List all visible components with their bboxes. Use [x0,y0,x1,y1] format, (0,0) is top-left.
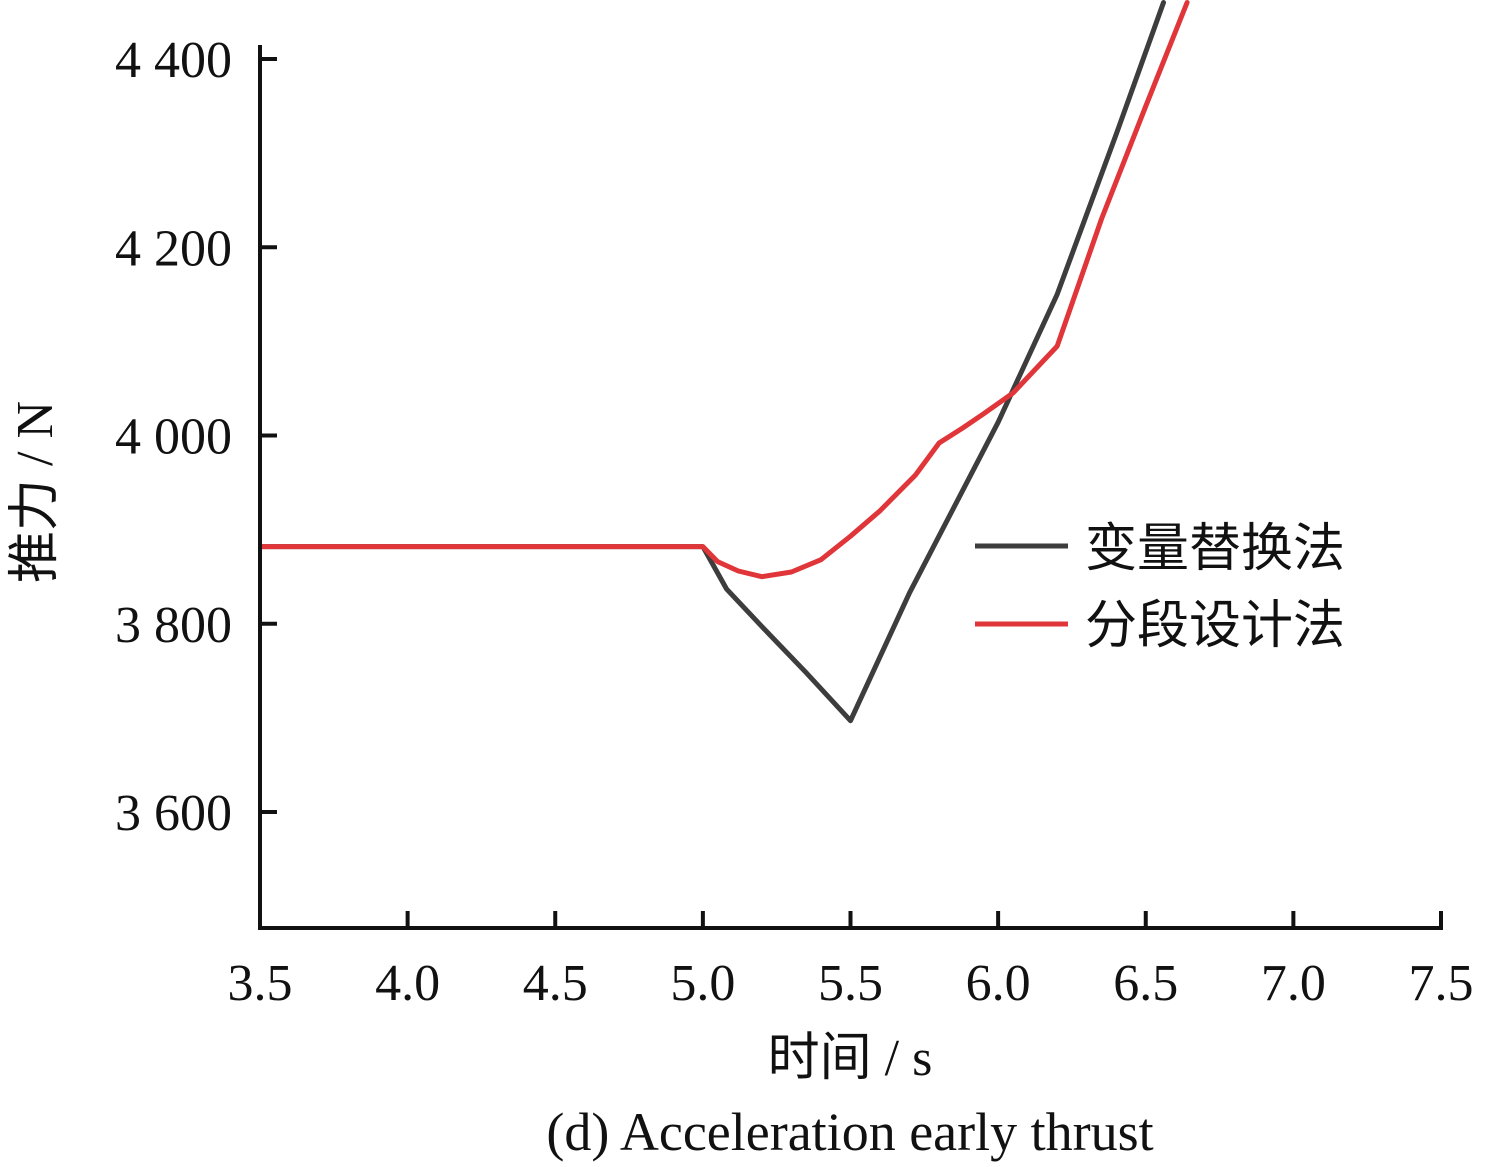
x-tick-label: 4.0 [375,955,440,1012]
x-axis-label: 时间 / s [768,1030,933,1087]
y-axis-label: 推力 / N [7,401,64,583]
y-tick-label: 3 600 [115,785,232,842]
x-ticks: 3.5 4.0 4.5 5.0 5.5 6.0 6.5 7.0 7.5 [228,911,1474,1012]
x-tick-label: 4.5 [523,955,588,1012]
x-tick-label: 7.5 [1409,955,1474,1012]
y-tick-label: 4 200 [115,220,232,277]
y-tick-label: 3 800 [115,597,232,654]
series-lines [260,0,1190,724]
axes [258,45,1443,930]
legend-label-series-1: 变量替换法 [1085,519,1345,579]
chart-caption: (d) Acceleration early thrust [546,1102,1153,1162]
legend: 变量替换法 分段设计法 [975,519,1345,656]
x-tick-label: 3.5 [228,955,293,1012]
x-tick-label: 6.5 [1113,955,1178,1012]
series-line-1 [260,0,1166,724]
y-ticks: 3 600 3 800 4 000 4 200 4 400 [115,32,277,842]
y-tick-label: 4 400 [115,32,232,89]
x-tick-label: 7.0 [1261,955,1326,1012]
x-tick-label: 5.0 [670,955,735,1012]
x-tick-label: 6.0 [966,955,1031,1012]
series-line-2 [260,0,1190,580]
x-tick-label: 5.5 [818,955,883,1012]
legend-label-series-2: 分段设计法 [1085,596,1345,656]
y-tick-label: 4 000 [115,409,232,466]
